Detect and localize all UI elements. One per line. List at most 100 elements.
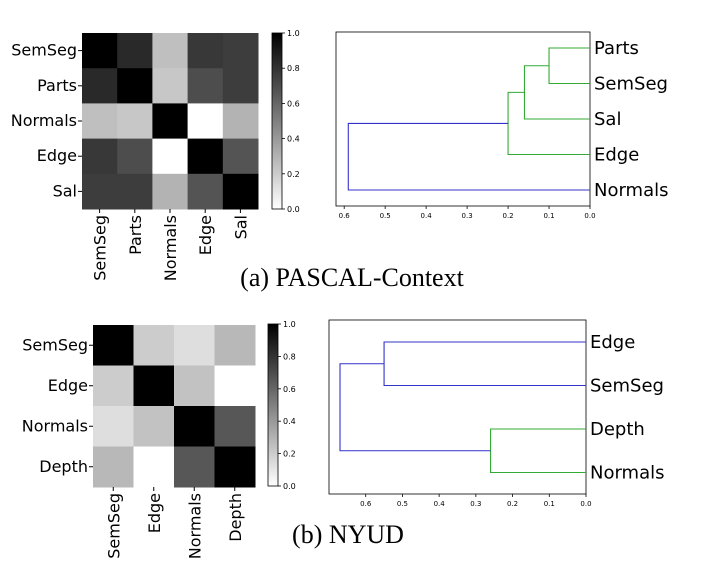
dendrogram-x-tick-label: 0.1 — [544, 500, 555, 508]
heatmap-row-label: SemSeg — [22, 335, 88, 354]
dendrogram-leaf-label: Parts — [594, 38, 639, 59]
heatmap-cell — [93, 406, 134, 447]
heatmap-cell — [93, 446, 134, 488]
colorbar-tick-label: 0.4 — [287, 135, 300, 144]
heatmap-col-label: SemSeg — [104, 493, 123, 559]
heatmap-cell — [152, 138, 189, 175]
heatmap-cell — [133, 406, 175, 447]
dendrogram-x-tick-label: 0.3 — [462, 212, 473, 220]
heatmap-cell — [117, 138, 153, 175]
heatmap-cell — [222, 173, 259, 210]
heatmap-cell — [93, 365, 134, 407]
heatmap-cell — [214, 406, 256, 447]
dendrogram-leaf-label: Normals — [590, 463, 665, 484]
dendrogram-x-tick-label: 0.0 — [580, 500, 591, 508]
dendrogram-x-tick-label: 0.3 — [470, 500, 481, 508]
dendrogram-x-tick-label: 0.4 — [421, 212, 433, 220]
dendrogram-x-tick-label: 0.2 — [507, 500, 518, 508]
dendrogram-x-tick-label: 0.1 — [543, 212, 554, 220]
dendrogram-leaf-label: Edge — [594, 145, 639, 166]
colorbar-tick-label: 1.0 — [283, 320, 296, 329]
dendrogram-frame — [328, 319, 587, 495]
heatmap-cell — [152, 68, 189, 104]
heatmap-cell — [187, 173, 224, 210]
heatmap-cell — [133, 446, 175, 488]
dendrogram-leaf-label: Depth — [590, 419, 645, 440]
dendrogram-link — [339, 363, 491, 452]
dendrogram-link — [383, 341, 586, 387]
dendrogram-x-tick-label: 0.4 — [434, 500, 446, 508]
heatmap-col-label: Edge — [196, 215, 215, 255]
heatmap-cell — [174, 325, 215, 366]
heatmap-row-label: SemSeg — [11, 41, 77, 60]
dendrogram-x-tick-label: 0.6 — [360, 500, 372, 508]
heatmap-cell — [187, 33, 224, 69]
colorbar-tick-label: 0.2 — [283, 450, 296, 459]
heatmap-cell — [133, 325, 175, 366]
heatmap-col-label: Normals — [185, 493, 204, 559]
heatmap-cell — [187, 103, 224, 140]
dendrogram-link — [489, 428, 586, 474]
heatmap-col-label: Parts — [126, 215, 145, 255]
heatmap-row-label: Edge — [48, 376, 88, 395]
heatmap-row-label: Normals — [22, 416, 88, 435]
colorbar — [267, 323, 279, 487]
heatmap-cell — [174, 365, 215, 407]
heatmap-cell — [222, 33, 259, 69]
panel-caption: (b) NYUD — [292, 520, 404, 549]
colorbar-tick-label: 0.0 — [283, 482, 296, 491]
dendrogram-leaf-label: Edge — [590, 332, 635, 353]
dendrogram-link — [347, 122, 590, 191]
heatmap-cell — [82, 138, 118, 175]
heatmap-col-label: Sal — [231, 215, 250, 239]
dendrogram-x-tick-label: 0.6 — [339, 212, 351, 220]
heatmap-cell — [187, 138, 224, 175]
colorbar-tick-label: 1.0 — [287, 29, 300, 38]
heatmap-cell — [133, 365, 175, 407]
heatmap-col-label: SemSeg — [91, 215, 110, 281]
dendrogram-leaf-label: Sal — [594, 109, 621, 130]
dendrogram-link — [548, 47, 590, 85]
heatmap-cell — [82, 173, 118, 210]
heatmap-cell — [117, 103, 153, 140]
heatmap-col-label: Depth — [226, 493, 245, 542]
heatmap-cell — [82, 103, 118, 140]
heatmap-cell — [222, 68, 259, 104]
heatmap-col-label: Edge — [145, 493, 164, 533]
dendrogram-link — [523, 65, 590, 120]
heatmap-row-label: Parts — [37, 76, 77, 95]
heatmap-cell — [174, 406, 215, 447]
heatmap-cell — [222, 138, 259, 175]
colorbar-tick-label: 0.2 — [287, 170, 300, 179]
dendrogram-x-tick-label: 0.2 — [502, 212, 513, 220]
heatmap-cell — [117, 68, 153, 104]
dendrogram-link — [507, 91, 590, 156]
heatmap-cell — [82, 33, 118, 69]
dendrogram-leaf-label: SemSeg — [590, 376, 664, 397]
dendrogram-x-tick-label: 0.0 — [584, 212, 595, 220]
heatmap-cell — [93, 325, 134, 366]
dendrogram-x-tick-label: 0.5 — [380, 212, 391, 220]
heatmap-row-label: Depth — [39, 457, 88, 476]
dendrogram-x-tick-label: 0.5 — [397, 500, 408, 508]
heatmap-cell — [152, 33, 189, 69]
heatmap-cell — [82, 68, 118, 104]
heatmap-cell — [214, 325, 256, 366]
dendrogram-leaf-label: SemSeg — [594, 74, 668, 95]
heatmap-cell — [222, 103, 259, 140]
colorbar-tick-label: 0.0 — [287, 205, 300, 214]
heatmap-cell — [214, 365, 256, 407]
heatmap-cell — [117, 33, 153, 69]
colorbar-tick-label: 0.6 — [287, 99, 300, 108]
heatmap-cell — [152, 173, 189, 210]
panel-caption: (a) PASCAL-Context — [240, 263, 464, 292]
heatmap-cell — [187, 68, 224, 104]
heatmap-row-label: Edge — [37, 146, 77, 165]
heatmap-col-label: Normals — [161, 215, 180, 281]
heatmap-cell — [117, 173, 153, 210]
heatmap-cell — [174, 446, 215, 488]
colorbar-tick-label: 0.6 — [283, 385, 296, 394]
dendrogram-leaf-label: Normals — [594, 180, 669, 201]
colorbar-tick-label: 0.8 — [283, 352, 296, 361]
